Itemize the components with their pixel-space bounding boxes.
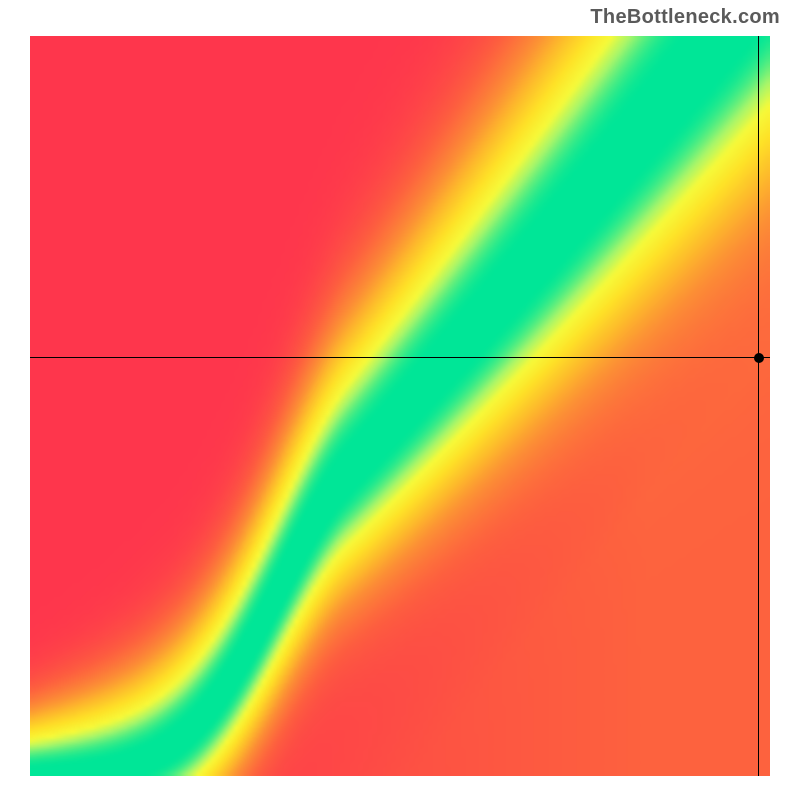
heatmap-canvas [30, 36, 770, 776]
crosshair-horizontal [30, 357, 770, 358]
marker-dot [754, 353, 764, 363]
crosshair-vertical [758, 36, 759, 776]
attribution-text: TheBottleneck.com [590, 6, 780, 29]
bottleneck-heatmap [30, 36, 770, 776]
